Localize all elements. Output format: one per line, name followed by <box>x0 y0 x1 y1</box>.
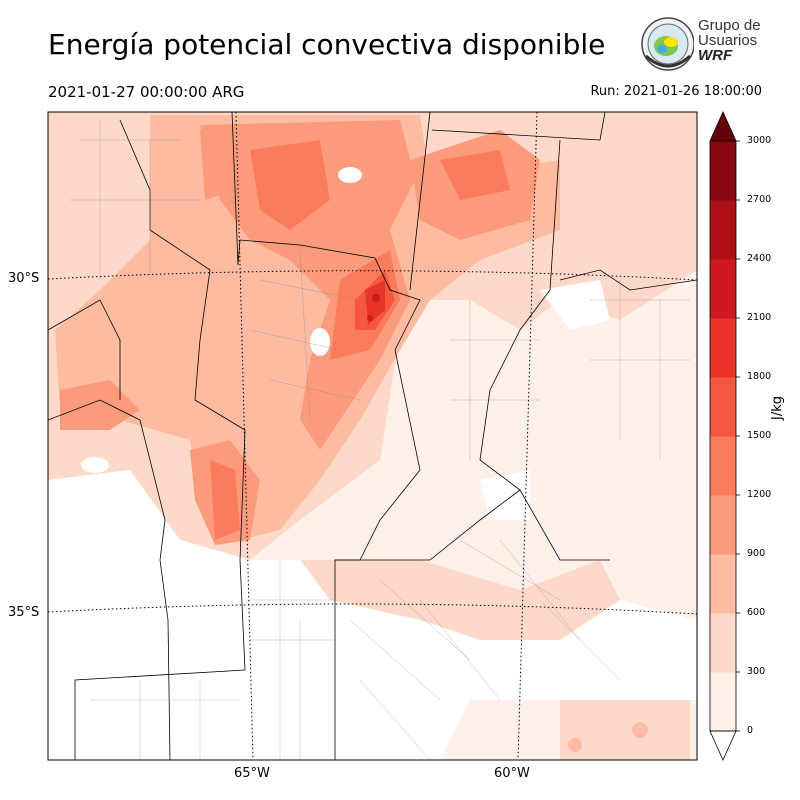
valid-time: 2021-01-27 00:00:00 ARG <box>48 83 245 101</box>
colorbar-tick-label: 1500 <box>747 430 772 441</box>
colorbar-tick-label: 2100 <box>747 312 772 323</box>
lat-label-35s: 35°S <box>8 605 40 620</box>
logo: Grupo de Usuarios WRF <box>638 16 768 72</box>
colorbar-tick-label: 1200 <box>747 489 772 500</box>
colorbar-tick-label: 300 <box>747 666 766 677</box>
lat-label-30s: 30°S <box>8 271 40 286</box>
colorbar-segment <box>710 436 736 496</box>
logo-line2: Usuarios <box>698 32 758 49</box>
colorbar-segment <box>710 377 736 437</box>
colorbar-tick-label: 3000 <box>747 135 772 146</box>
colorbar-segment <box>710 495 736 555</box>
colorbar-segment <box>710 613 736 673</box>
logo-line3: WRF <box>698 47 733 64</box>
graticule <box>48 112 697 760</box>
colorbar-tick-label: 600 <box>747 607 766 618</box>
colorbar-tick-label: 1800 <box>747 371 772 382</box>
colorbar-segment <box>710 200 736 260</box>
colorbar-segment <box>710 554 736 614</box>
colorbar-tick-label: 0 <box>747 725 754 736</box>
colorbar-unit: J/kg <box>770 396 785 420</box>
globe-icon <box>641 17 694 71</box>
cape-field <box>48 112 697 760</box>
map-frame <box>47 111 698 761</box>
colorbar-tick-label: 900 <box>747 548 766 559</box>
colorbar-tick-label: 2700 <box>747 194 772 205</box>
colorbar <box>709 111 740 761</box>
map-title: Energía potencial convectiva disponible <box>48 28 606 61</box>
colorbar-segment <box>710 672 736 732</box>
colorbar-tick-label: 2400 <box>747 253 772 264</box>
colorbar-segment <box>710 318 736 378</box>
colorbar-segment <box>710 259 736 319</box>
colorbar-over-extension <box>709 111 737 142</box>
colorbar-segment <box>710 141 736 201</box>
run-time: Run: 2021-01-26 18:00:00 <box>590 84 762 99</box>
lon-label-60w: 60°W <box>494 766 530 781</box>
department-boundaries <box>70 120 690 760</box>
logo-line1: Grupo de <box>698 17 761 34</box>
lon-label-65w: 65°W <box>234 766 270 781</box>
colorbar-under-extension <box>709 730 737 761</box>
